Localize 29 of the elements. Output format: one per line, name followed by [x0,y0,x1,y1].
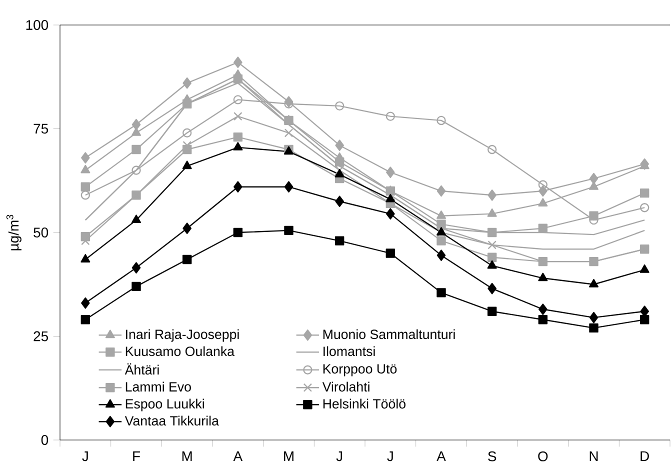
legend-label: Ilomantsi [324,346,375,356]
legend-label: Korppoo Utö [323,364,397,376]
y-tick-label: 75 [34,124,48,134]
legend-label: Lammi Evo [126,382,191,392]
legend-label: Muonio Sammaltunturi [323,329,455,340]
x-tick-label: A [233,451,243,462]
x-tick-label: F [133,451,140,462]
y-tick-label: 100 [26,20,48,30]
legend-label: Kuusamo Oulanka [126,346,235,356]
legend-label: Helsinki Töölö [323,398,406,409]
y-tick-label: 50 [34,228,48,238]
legend-label: Inari Raja-Jooseppi [126,329,239,342]
legend-label: Vantaa Tikkurila [124,416,219,426]
x-tick-label: J [336,451,342,462]
x-tick-label: M [284,451,294,462]
x-tick-label: A [436,451,446,462]
y-axis-title: µg/m$^{3}$ [6,214,22,250]
x-tick-label: N [590,451,598,462]
y-tick-label: 25 [34,331,48,342]
x-tick-label: J [387,451,393,462]
legend-label: Virolahti [322,382,370,392]
x-tick-label: D [640,451,649,462]
x-tick-label: M [182,451,192,462]
y-tick-label: 0 [41,435,48,445]
x-tick-label: J [82,451,88,462]
legend-label: Espoo Luukki [126,398,204,412]
x-tick-label: O [538,451,548,462]
legend-label: Ähtäri [124,363,159,375]
x-tick-label: S [488,451,496,462]
